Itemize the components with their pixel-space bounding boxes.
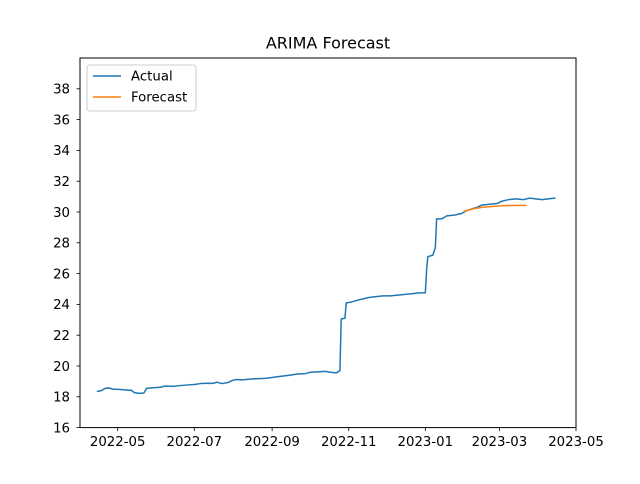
y-tick-label: 36 bbox=[53, 113, 70, 128]
x-tick-label: 2022-11 bbox=[321, 435, 377, 450]
x-tick-label: 2023-01 bbox=[398, 435, 454, 450]
legend: Actual Forecast bbox=[86, 64, 197, 112]
y-tick-label: 20 bbox=[53, 360, 70, 375]
series-line-forecast bbox=[463, 204, 527, 213]
x-axis: 2022-05 2022-07 2022-09 2022-11 2023-01 2023-… bbox=[90, 427, 604, 450]
x-tick-label: 2022-05 bbox=[90, 435, 146, 450]
y-tick-label: 30 bbox=[53, 206, 70, 221]
y-tick-label: 34 bbox=[53, 144, 70, 159]
y-tick-label: 28 bbox=[53, 237, 70, 252]
x-tick-label: 2022-07 bbox=[166, 435, 222, 450]
y-tick-label: 16 bbox=[53, 421, 70, 436]
y-tick-label: 26 bbox=[53, 267, 70, 282]
x-tick-label: 2023-05 bbox=[548, 435, 604, 450]
chart-title: ARIMA Forecast bbox=[266, 34, 390, 53]
x-tick-label: 2023-03 bbox=[472, 435, 528, 450]
y-tick-label: 18 bbox=[53, 391, 70, 406]
series-lines bbox=[96, 197, 556, 395]
legend-label-actual: Actual bbox=[131, 70, 173, 85]
y-axis: 16 18 20 22 24 26 28 30 32 34 36 38 bbox=[53, 83, 80, 436]
y-tick-label: 22 bbox=[53, 329, 70, 344]
y-tick-label: 24 bbox=[53, 298, 70, 313]
x-tick-label: 2022-09 bbox=[244, 435, 300, 450]
y-tick-label: 32 bbox=[53, 175, 70, 190]
y-tick-label: 38 bbox=[53, 83, 70, 98]
legend-label-forecast: Forecast bbox=[131, 91, 187, 106]
